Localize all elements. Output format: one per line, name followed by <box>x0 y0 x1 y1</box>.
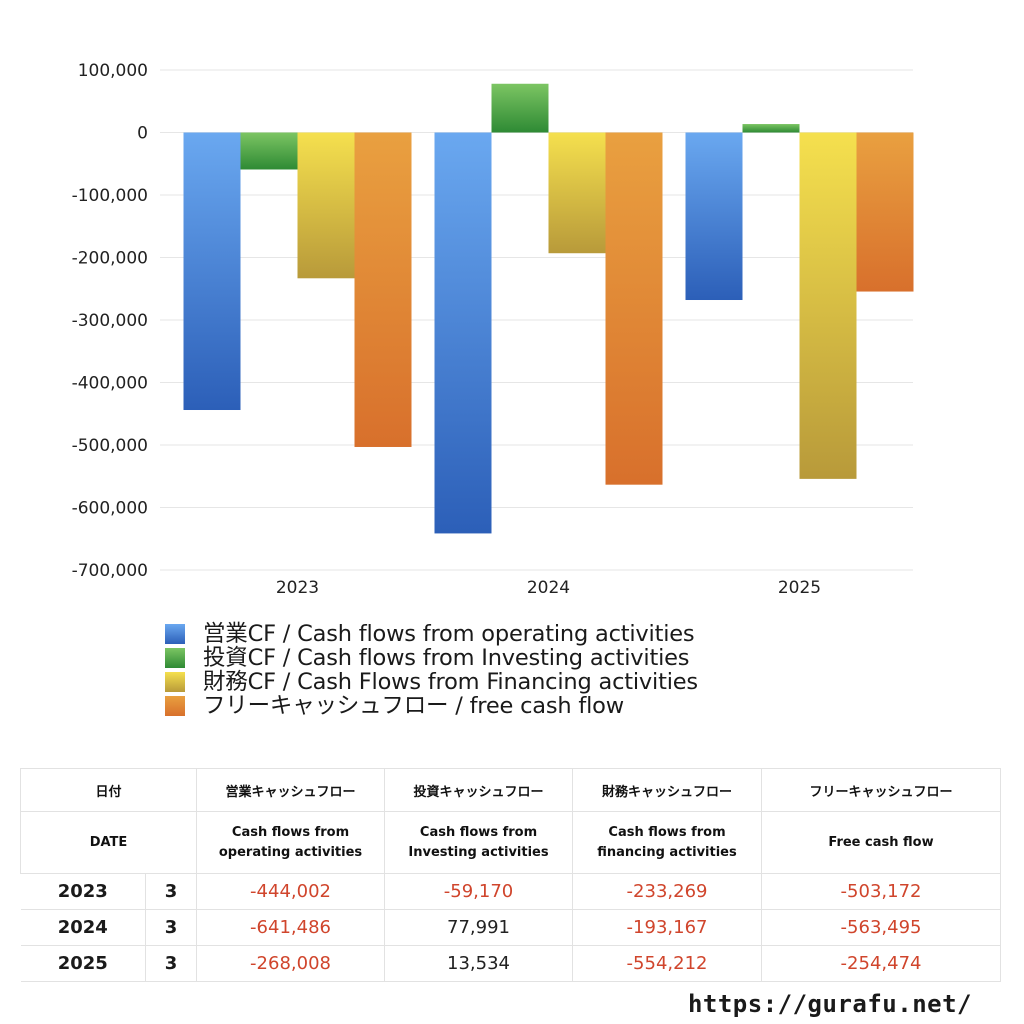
header-operating-en-line2: operating activities <box>218 844 363 860</box>
cell-operating: -641,486 <box>196 909 386 946</box>
header-operating-en-line1: Cash flows from <box>231 824 350 840</box>
header-investing-ja: 投資キャッシュフロー <box>384 768 574 812</box>
row-month: 3 <box>145 945 198 982</box>
table-header-row-ja: 日付 営業キャッシュフロー 投資キャッシュフロー 財務キャッシュフロー フリーキ… <box>19 768 1002 812</box>
x-tick-label: 2023 <box>276 578 319 598</box>
legend-label-financing: 財務CF / Cash Flows from Financing activit… <box>203 669 698 695</box>
legend-swatch-free <box>165 696 185 716</box>
cell-free: -254,474 <box>761 945 1002 982</box>
y-tick-label: -500,000 <box>72 436 148 456</box>
y-tick-label: -300,000 <box>72 311 148 331</box>
table-row: 2023 3 -444,002 -59,170 -233,269 -503,17… <box>20 873 1002 910</box>
y-tick-label: 100,000 <box>78 61 148 81</box>
cell-investing: 77,991 <box>384 909 574 946</box>
x-tick-label: 2025 <box>778 578 821 598</box>
y-tick-label: -200,000 <box>72 249 148 269</box>
header-investing-en: Cash flows from Investing activities <box>384 811 574 874</box>
legend-swatch-operating <box>165 624 185 644</box>
cell-free: -563,495 <box>761 909 1002 946</box>
x-axis-ticks: 2023 2024 2025 <box>276 578 821 598</box>
legend-item-financing: 財務CF / Cash Flows from Financing activit… <box>165 670 698 694</box>
header-investing-en-line1: Cash flows from <box>419 824 538 840</box>
table-row: 2025 3 -268,008 13,534 -554,212 -254,474 <box>20 945 1002 982</box>
cash-flow-table: 日付 営業キャッシュフロー 投資キャッシュフロー 財務キャッシュフロー フリーキ… <box>19 768 1002 982</box>
row-year: 2024 <box>20 909 146 946</box>
cell-investing: -59,170 <box>384 873 574 910</box>
bar-investing-2024 <box>491 83 549 133</box>
cell-operating: -444,002 <box>196 873 386 910</box>
bars <box>183 83 914 534</box>
row-month: 3 <box>145 909 198 946</box>
cell-financing: -233,269 <box>572 873 763 910</box>
row-month: 3 <box>145 873 198 910</box>
bar-financing-2025 <box>799 132 857 479</box>
legend-item-free: フリーキャッシュフロー / free cash flow <box>165 694 698 718</box>
header-financing-en: Cash flows from financing activities <box>572 811 763 874</box>
header-investing-en-line2: Investing activities <box>408 844 549 860</box>
header-date-en: DATE <box>19 811 198 874</box>
legend-label-free: フリーキャッシュフロー / free cash flow <box>203 693 624 719</box>
bar-free-2023 <box>354 132 412 447</box>
header-free-ja: フリーキャッシュフロー <box>761 768 1002 812</box>
bar-free-2024 <box>605 132 663 485</box>
bar-investing-2025 <box>742 124 800 133</box>
table-row: 2024 3 -641,486 77,991 -193,167 -563,495 <box>20 909 1002 946</box>
cell-financing: -554,212 <box>572 945 763 982</box>
cell-financing: -193,167 <box>572 909 763 946</box>
chart-legend: 営業CF / Cash flows from operating activit… <box>165 622 698 718</box>
y-tick-label: -400,000 <box>72 374 148 394</box>
bar-free-2025 <box>856 132 914 292</box>
header-operating-en: Cash flows from operating activities <box>196 811 386 874</box>
header-financing-en-line1: Cash flows from <box>608 824 726 840</box>
header-date-ja: 日付 <box>19 768 198 812</box>
bar-operating-2024 <box>434 132 492 534</box>
table-header-row-en: DATE Cash flows from operating activities… <box>19 811 1002 874</box>
legend-label-operating: 営業CF / Cash flows from operating activit… <box>203 621 695 647</box>
site-url[interactable]: https://gurafu.net/ <box>687 990 972 1018</box>
row-year: 2025 <box>20 945 146 982</box>
header-free-en: Free cash flow <box>761 811 1002 874</box>
y-axis-ticks: 100,000 0 -100,000 -200,000 -300,000 -400,000… <box>72 61 148 581</box>
bar-operating-2023 <box>183 132 241 411</box>
y-tick-label: -700,000 <box>72 561 148 581</box>
row-year: 2023 <box>20 873 146 910</box>
cell-free: -503,172 <box>761 873 1002 910</box>
legend-label-investing: 投資CF / Cash flows from Investing activit… <box>203 645 690 671</box>
header-financing-en-line2: financing activities <box>597 844 737 860</box>
legend-swatch-financing <box>165 672 185 692</box>
x-tick-label: 2024 <box>527 578 570 598</box>
cell-investing: 13,534 <box>384 945 574 982</box>
bar-financing-2024 <box>548 132 606 254</box>
y-tick-label: -600,000 <box>72 499 148 519</box>
legend-item-operating: 営業CF / Cash flows from operating activit… <box>165 622 698 646</box>
legend-item-investing: 投資CF / Cash flows from Investing activit… <box>165 646 698 670</box>
y-tick-label: 0 <box>137 124 148 144</box>
header-operating-ja: 営業キャッシュフロー <box>196 768 386 812</box>
cash-flow-bar-chart: 100,000 0 -100,000 -200,000 -300,000 -400,000… <box>72 61 914 598</box>
header-financing-ja: 財務キャッシュフロー <box>572 768 763 812</box>
bar-financing-2023 <box>297 132 355 279</box>
cell-operating: -268,008 <box>196 945 386 982</box>
bar-investing-2023 <box>240 132 298 170</box>
y-tick-label: -100,000 <box>72 186 148 206</box>
legend-swatch-investing <box>165 648 185 668</box>
bar-operating-2025 <box>685 132 743 301</box>
